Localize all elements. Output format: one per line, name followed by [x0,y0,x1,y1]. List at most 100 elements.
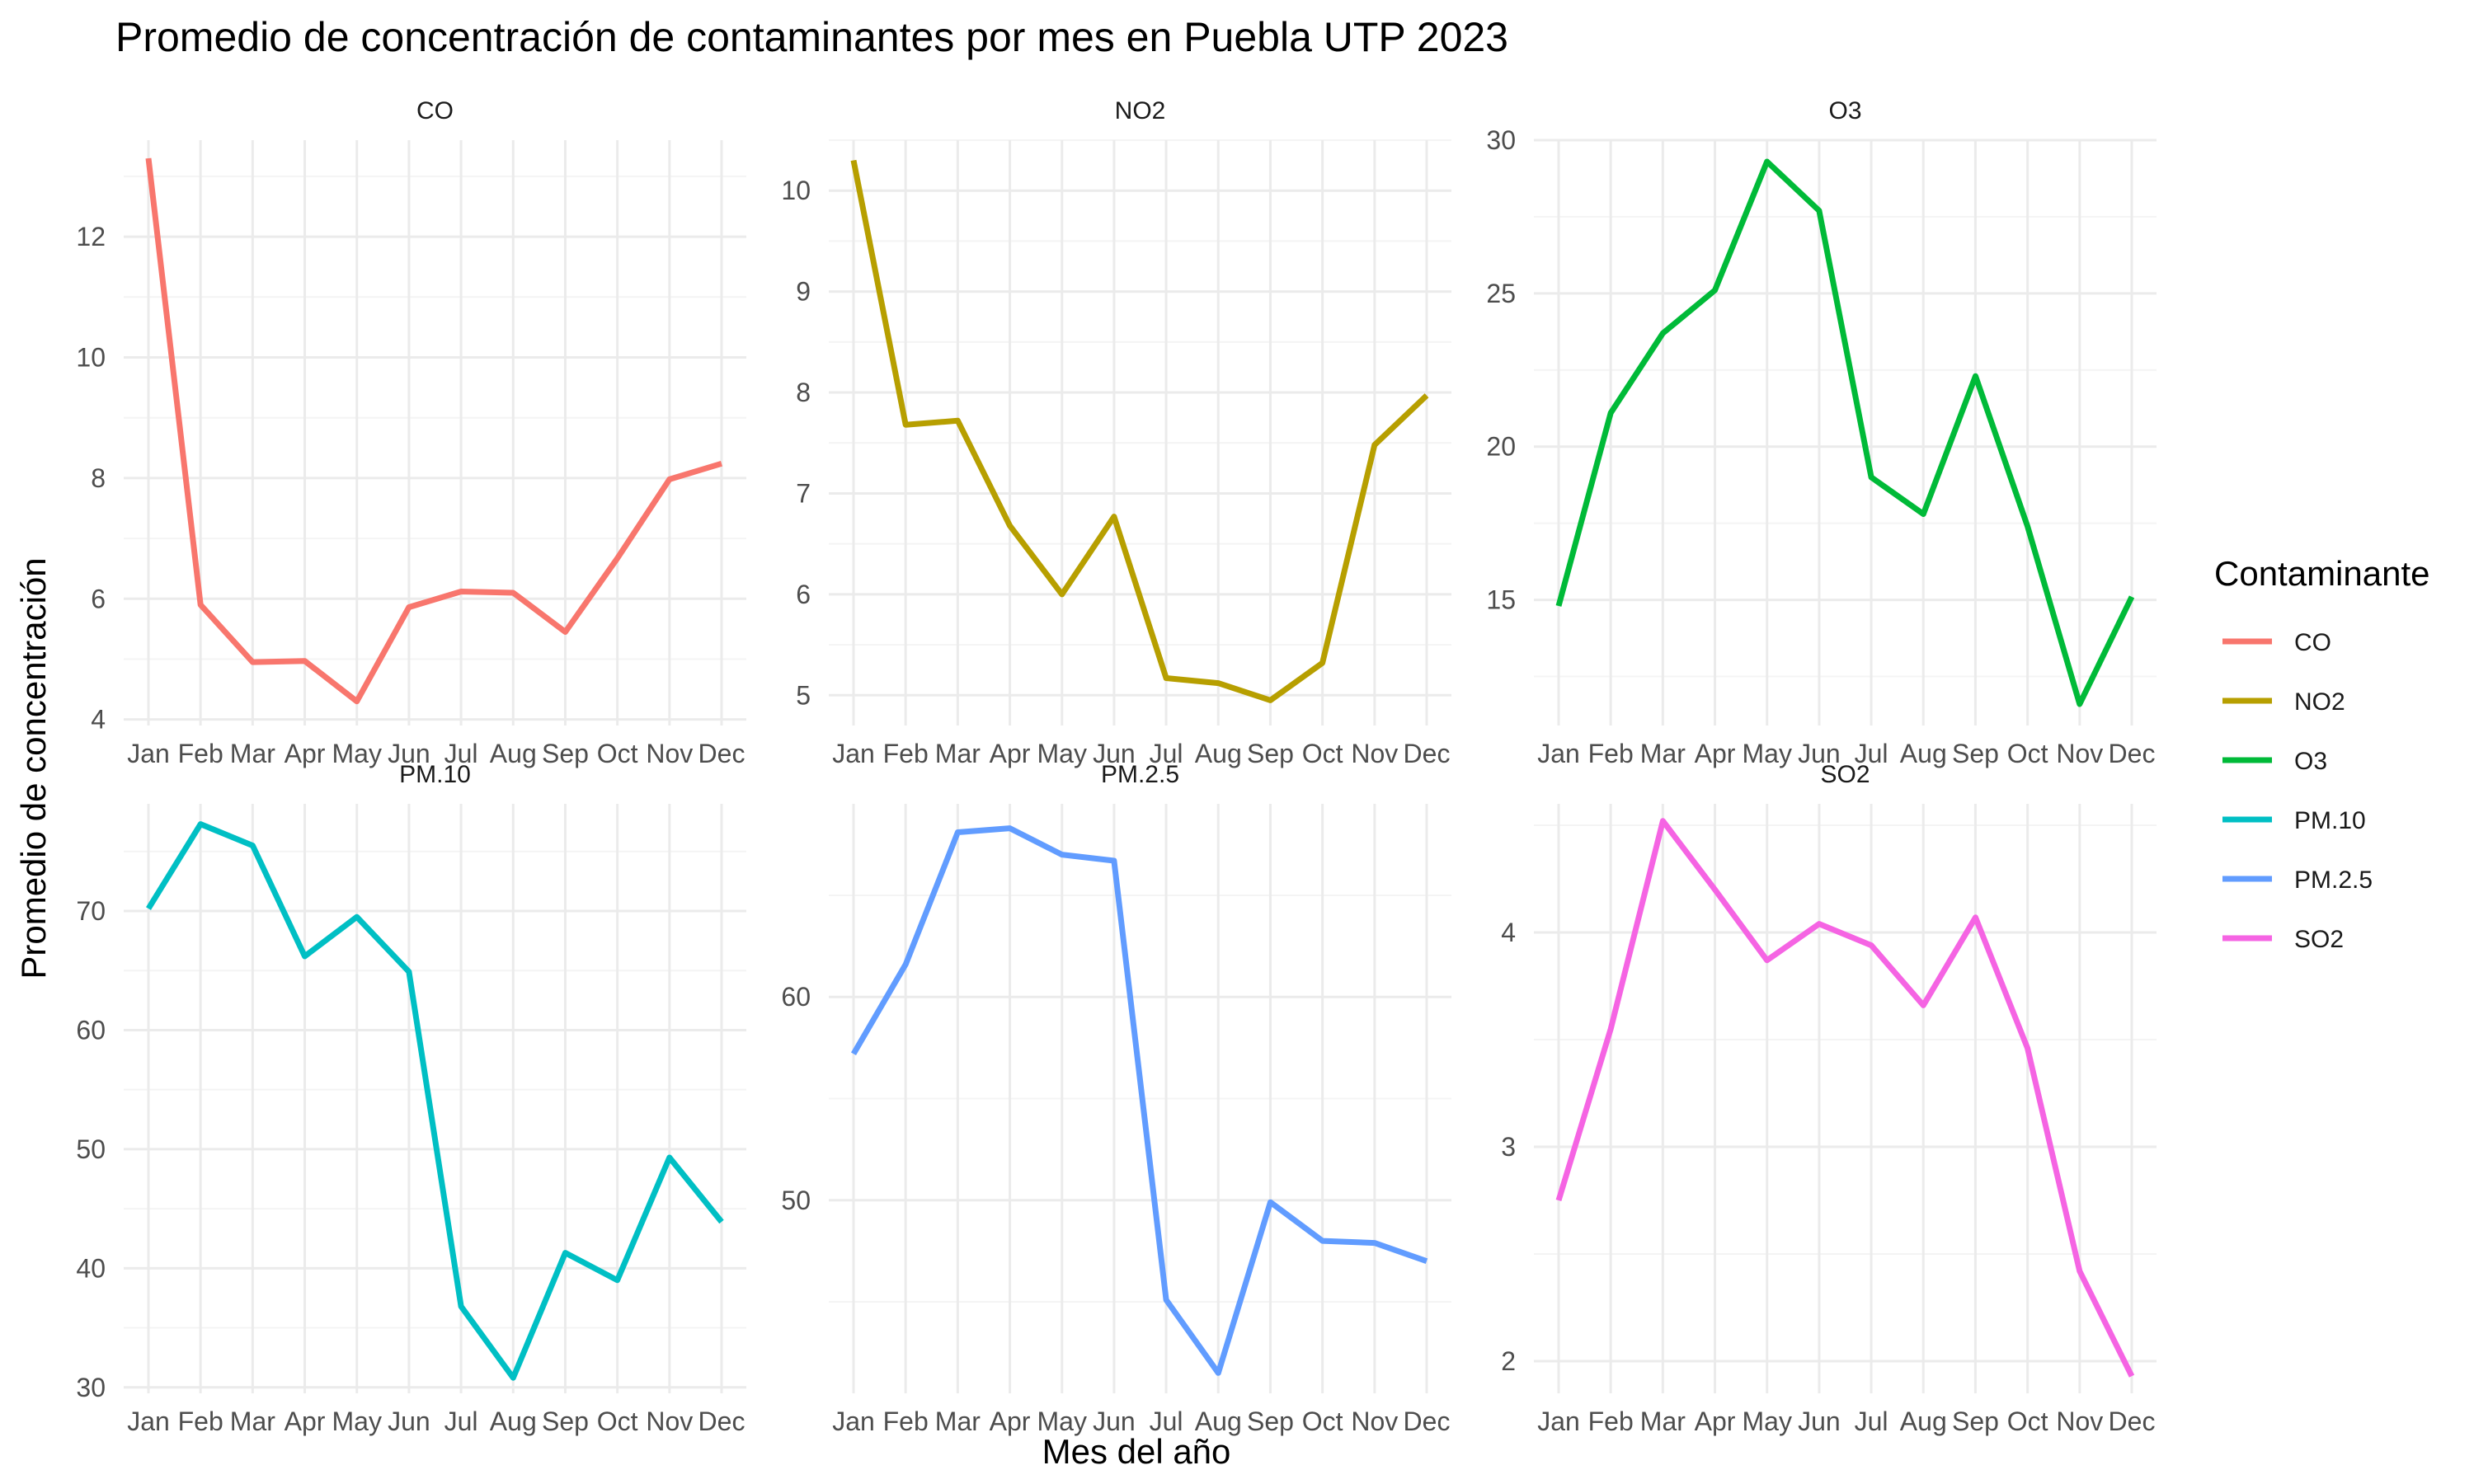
legend-label: PM.10 [2294,807,2366,834]
y-tick-label: 5 [796,680,811,710]
x-tick-label: Jun [1798,1407,1841,1436]
legend-label: NO2 [2294,688,2345,716]
x-tick-label: Feb [883,1407,929,1436]
facet-panel: 15 20 25 30 Jan Feb Mar Apr May Jun Jul Aug Sep Oct No… [1486,97,2157,768]
x-tick-label: Apr [1695,739,1736,768]
legend-label: PM.2.5 [2294,866,2373,894]
x-tick-label: Oct [597,739,638,768]
legend-label: O3 [2294,748,2327,775]
x-tick-label: Nov [1351,1407,1398,1436]
facet-panel: 50 60 Jan Feb Mar Apr May Jun Jul Aug Sep Oct Nov Dec… [781,761,1451,1436]
x-tick-label: Jun [1093,739,1136,768]
x-tick-label: Apr [1695,1407,1736,1436]
x-tick-label: Mar [935,739,981,768]
x-tick-label: Nov [646,739,693,768]
y-tick-label: 6 [796,580,811,609]
x-tick-label: May [332,1407,382,1436]
x-tick-label: Sep [1952,739,1999,768]
facet-panel: 2 3 4 Jan Feb Mar Apr May Jun Jul Aug Sep Oct Nov Dec S… [1501,761,2157,1436]
x-tick-label: Dec [2109,1407,2156,1436]
facet-strip-label: PM.10 [399,761,471,788]
x-tick-label: Feb [1588,739,1634,768]
y-tick-label: 70 [76,896,106,926]
chart-title: Promedio de concentración de contaminant… [115,14,1508,60]
x-tick-label: Dec [1404,739,1451,768]
y-tick-label: 25 [1486,279,1516,308]
y-tick-label: 10 [76,343,106,373]
x-tick-label: Mar [935,1407,981,1436]
x-tick-label: Jan [127,1407,170,1436]
x-tick-label: Dec [698,1407,745,1436]
x-tick-label: Sep [1247,739,1294,768]
x-tick-label: Jun [1798,739,1841,768]
x-tick-label: Aug [490,739,537,768]
y-tick-label: 60 [76,1015,106,1045]
series-line-pm25 [850,825,1428,1376]
facet-strip-label: SO2 [1820,761,1870,788]
y-tick-label: 9 [796,277,811,307]
facet-strip-label: NO2 [1115,97,1166,124]
x-tick-label: Jan [832,739,875,768]
x-tick-label: Oct [1302,1407,1343,1436]
x-tick-label: Jul [1150,1407,1183,1436]
facet-strip-label: CO [416,97,454,124]
facet-panel: 4 6 8 10 12 Jan Feb Mar Apr May Jun Jul Aug Sep Oct Nov… [76,97,746,768]
series-line-so2 [1555,818,2135,1378]
x-tick-label: Aug [1900,739,1947,768]
x-tick-label: Apr [990,739,1031,768]
x-tick-label: Nov [1351,739,1398,768]
x-axis-title: Mes del año [1042,1432,1231,1471]
x-tick-label: Feb [883,739,929,768]
x-tick-label: Mar [230,739,275,768]
y-tick-label: 50 [781,1186,811,1215]
y-tick-label: 4 [91,705,106,735]
y-tick-label: 12 [76,222,106,251]
y-tick-label: 15 [1486,585,1516,615]
x-tick-label: Jul [1855,739,1888,768]
x-tick-label: Oct [597,1407,638,1436]
x-tick-label: Jan [127,739,170,768]
y-tick-label: 8 [796,378,811,407]
x-tick-label: Nov [2056,1407,2103,1436]
series-line-co [145,157,723,705]
y-tick-label: 7 [796,478,811,508]
x-tick-label: Nov [646,1407,693,1436]
facet-panel: 30 40 50 60 70 Jan Feb Mar Apr May Jun Jul Aug Sep Oct… [76,761,746,1436]
x-tick-label: Feb [178,739,223,768]
x-tick-label: Apr [990,1407,1031,1436]
y-tick-label: 40 [76,1253,106,1283]
x-tick-label: Jan [832,1407,875,1436]
x-tick-label: Aug [1195,1407,1242,1436]
legend-label: CO [2294,629,2331,656]
y-tick-label: 4 [1501,918,1516,947]
y-tick-label: 3 [1501,1132,1516,1162]
x-tick-label: Jul [1150,739,1183,768]
x-tick-label: May [1037,1407,1087,1436]
x-tick-label: Feb [1588,1407,1634,1436]
x-tick-label: Jan [1537,739,1580,768]
series-line-o3 [1555,158,2135,707]
x-tick-label: Dec [1404,1407,1451,1436]
x-tick-label: Aug [1195,739,1242,768]
y-tick-label: 50 [76,1134,106,1164]
x-tick-label: Sep [542,739,589,768]
facet-panel: 5 6 7 8 9 10 Jan Feb Mar Apr May Jun Jul Aug Sep Oct Nov… [781,97,1451,768]
y-tick-label: 6 [91,584,106,613]
y-tick-label: 20 [1486,432,1516,462]
x-tick-label: May [1743,1407,1792,1436]
facet-strip-label: O3 [1828,97,1861,124]
y-tick-label: 30 [1486,125,1516,155]
x-tick-label: Sep [542,1407,589,1436]
y-tick-label: 2 [1501,1346,1516,1376]
x-tick-label: Oct [1302,739,1343,768]
x-tick-label: Jun [1093,1407,1136,1436]
x-tick-label: Apr [285,1407,326,1436]
x-tick-label: May [1037,739,1087,768]
x-tick-label: Jan [1537,1407,1580,1436]
x-tick-label: Feb [178,1407,223,1436]
x-tick-label: Jun [388,1407,430,1436]
x-tick-label: Mar [1640,1407,1686,1436]
x-tick-label: Dec [2109,739,2156,768]
x-tick-label: Jul [444,739,478,768]
